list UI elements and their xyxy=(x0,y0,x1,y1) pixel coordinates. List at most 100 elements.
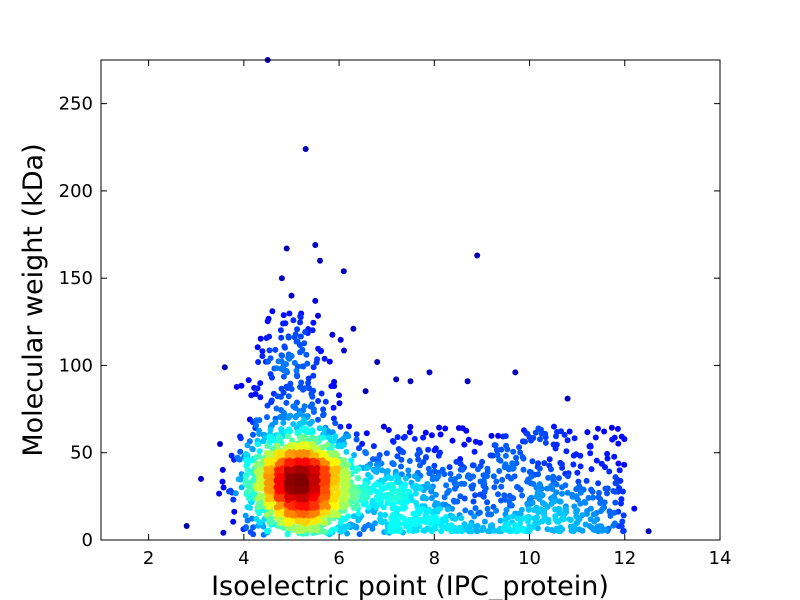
data-point xyxy=(492,442,499,449)
data-point xyxy=(601,499,608,506)
data-point xyxy=(284,493,290,500)
data-point xyxy=(606,508,613,515)
data-point xyxy=(570,452,577,459)
data-point xyxy=(493,507,500,514)
data-point xyxy=(541,460,548,467)
data-point xyxy=(312,242,319,248)
data-point xyxy=(286,310,293,317)
data-point xyxy=(268,397,275,404)
data-point xyxy=(488,432,495,439)
data-point xyxy=(444,525,451,532)
data-point xyxy=(269,308,276,315)
data-point xyxy=(402,518,409,525)
data-point xyxy=(294,465,301,472)
data-point xyxy=(338,494,345,501)
data-point xyxy=(464,378,471,385)
data-point xyxy=(279,488,286,495)
data-point xyxy=(250,431,256,438)
data-point xyxy=(289,501,296,508)
data-point xyxy=(344,469,351,476)
data-point xyxy=(316,425,323,432)
data-point xyxy=(247,529,254,536)
data-point xyxy=(329,452,336,459)
data-point xyxy=(444,506,451,513)
data-point xyxy=(510,448,517,455)
data-point xyxy=(306,385,313,392)
data-point xyxy=(329,509,336,516)
data-point xyxy=(294,399,300,406)
data-point xyxy=(312,297,319,304)
data-point xyxy=(257,394,264,401)
data-point xyxy=(362,481,369,488)
data-point xyxy=(380,504,387,511)
data-point xyxy=(472,505,479,512)
data-point xyxy=(420,434,427,441)
data-point xyxy=(360,526,367,533)
data-point xyxy=(575,478,582,485)
data-point xyxy=(446,464,453,471)
data-point xyxy=(486,528,493,535)
data-point xyxy=(355,510,362,517)
data-point xyxy=(612,488,619,495)
data-point xyxy=(254,441,261,448)
data-point xyxy=(616,467,623,474)
data-point xyxy=(548,466,554,473)
data-point xyxy=(487,511,494,518)
data-point xyxy=(394,453,401,460)
data-point xyxy=(582,499,589,506)
data-point xyxy=(351,492,358,499)
data-points xyxy=(183,57,652,538)
data-point xyxy=(328,495,335,502)
x-tick-label: 12 xyxy=(613,548,636,569)
data-point xyxy=(611,453,618,460)
data-point xyxy=(514,515,521,522)
data-point xyxy=(451,498,458,505)
data-point xyxy=(606,468,613,475)
data-point xyxy=(288,292,295,299)
data-point xyxy=(502,452,509,459)
data-point xyxy=(449,505,455,512)
data-point xyxy=(320,411,327,418)
data-point xyxy=(376,452,383,458)
data-point xyxy=(610,522,617,529)
data-point xyxy=(439,516,446,523)
data-point xyxy=(315,345,322,352)
data-point xyxy=(398,463,404,470)
data-point xyxy=(256,430,263,437)
data-point xyxy=(388,490,395,497)
data-point xyxy=(463,427,470,434)
data-point xyxy=(555,475,562,482)
data-point xyxy=(330,404,337,411)
data-point xyxy=(590,494,596,501)
data-point xyxy=(243,524,249,531)
data-point xyxy=(278,275,285,282)
data-point xyxy=(234,454,241,461)
data-point xyxy=(309,393,316,400)
data-point xyxy=(550,473,557,480)
data-point xyxy=(490,473,497,480)
data-point xyxy=(618,500,624,507)
data-point xyxy=(220,529,227,536)
data-point xyxy=(283,461,290,468)
data-point xyxy=(496,527,502,534)
data-point xyxy=(377,490,384,497)
data-point xyxy=(230,496,237,503)
data-point xyxy=(499,476,506,483)
data-point xyxy=(311,511,318,518)
data-point xyxy=(283,399,290,406)
data-point xyxy=(464,473,471,480)
data-point xyxy=(284,433,291,440)
data-point xyxy=(363,491,370,498)
data-point xyxy=(353,466,360,473)
data-point xyxy=(496,468,503,474)
data-point xyxy=(277,393,284,400)
data-point xyxy=(421,527,428,534)
data-point xyxy=(406,458,413,464)
data-point xyxy=(553,481,560,488)
data-point xyxy=(293,338,300,345)
data-point xyxy=(309,327,316,334)
data-point xyxy=(432,500,439,506)
data-point xyxy=(621,436,628,443)
data-point xyxy=(428,432,435,439)
data-point xyxy=(353,431,360,438)
